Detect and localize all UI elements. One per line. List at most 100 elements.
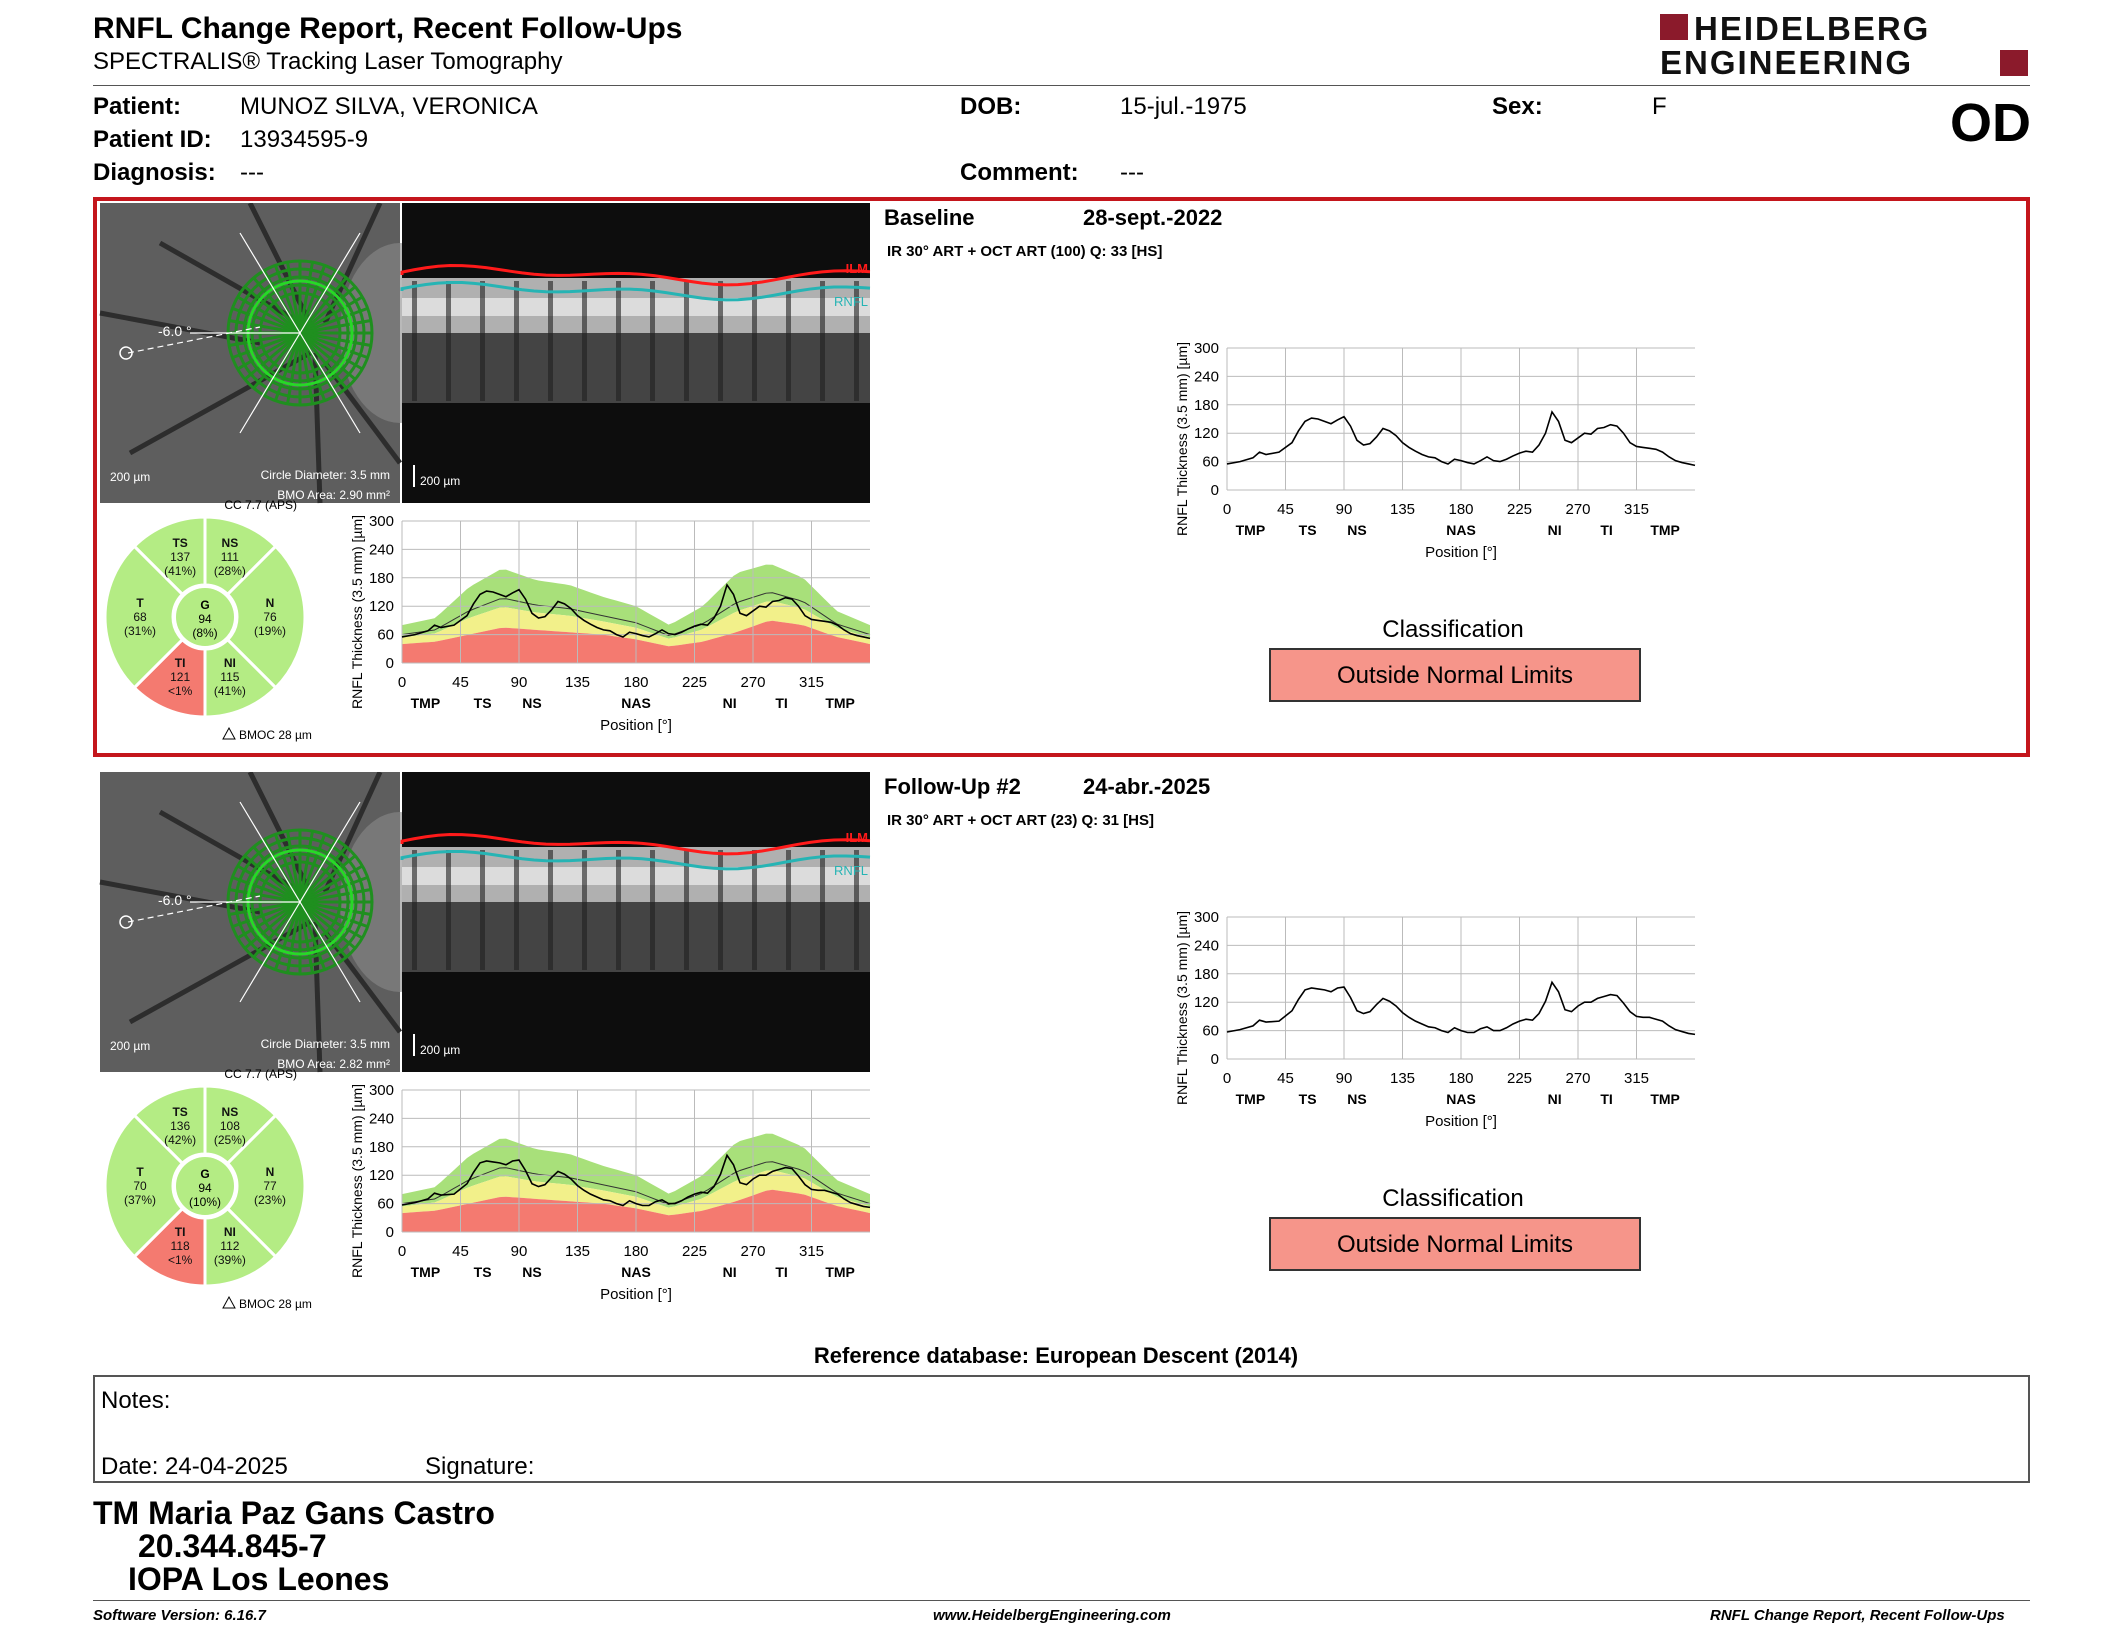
x-axis-label: Position [°]	[1425, 1113, 1497, 1130]
sector-label: TMP	[411, 1264, 441, 1280]
sector-ti	[132, 1206, 207, 1288]
baseline-highlight-frame	[93, 197, 2030, 757]
bmo-area: BMO Area: 2.90 mm²	[277, 488, 390, 502]
x-axis-label: Position [°]	[1425, 544, 1497, 561]
sector-label: TMP	[1650, 522, 1680, 538]
scan-spoke	[273, 264, 302, 334]
sector-name: T	[136, 1165, 144, 1179]
scan-spoke	[298, 332, 348, 390]
fovea-disc-axis	[127, 326, 261, 354]
sector-boundary-line	[299, 801, 361, 903]
sector-boundary-line	[299, 332, 361, 434]
classification-label: Classification	[1382, 616, 1523, 643]
vessel-shadow	[548, 281, 553, 401]
scan-spoke	[299, 331, 357, 381]
sector-value: 112	[220, 1239, 239, 1253]
y-tick-label: 0	[1211, 1051, 1219, 1068]
x-tick-label: 0	[398, 674, 406, 691]
bmoc-triangle-icon	[222, 726, 236, 740]
patient-id-label: Patient ID:	[93, 126, 212, 153]
x-tick-label: 0	[398, 1243, 406, 1260]
y-tick-label: 60	[1202, 454, 1219, 471]
x-tick-label: 180	[1448, 1070, 1473, 1087]
y-tick-label: 300	[369, 513, 394, 530]
scan-spoke	[299, 295, 364, 335]
scan-spoke	[286, 261, 302, 334]
y-axis-label: RNFL Thickness (3.5 mm) [µm]	[1174, 342, 1190, 536]
vessel-shadow	[820, 850, 825, 970]
rpe-band	[402, 298, 870, 316]
heidelberg-logo: HEIDELBERG ENGINEERING	[1660, 12, 2028, 80]
scan-spoke	[299, 285, 357, 335]
sector-value: 68	[133, 610, 147, 624]
notes-box[interactable]: Notes: Date: 24-04-2025 Signature:	[93, 1375, 2030, 1483]
x-tick-label: 270	[1565, 1070, 1590, 1087]
sector-percentile: (19%)	[254, 624, 286, 638]
x-tick-label: 315	[1624, 1070, 1649, 1087]
scan-spoke	[243, 854, 301, 904]
sector-percentile: <1%	[168, 684, 193, 698]
y-tick-label: 300	[369, 1082, 394, 1099]
y-tick-label: 300	[1194, 909, 1219, 926]
diagnosis-label: Diagnosis:	[93, 159, 216, 186]
vessel-shadow	[752, 281, 757, 401]
sector-label: TMP	[1650, 1091, 1680, 1107]
bmoc-value: BMOC 28 µm	[239, 1297, 312, 1311]
x-tick-label: 135	[565, 674, 590, 691]
scan-spoke	[298, 901, 314, 974]
sector-name: T	[136, 596, 144, 610]
sector-value: 94	[198, 1181, 212, 1195]
sector-n	[225, 544, 307, 690]
vessel-shadow	[854, 850, 859, 970]
sector-value: 121	[170, 670, 190, 684]
y-tick-label: 180	[369, 570, 394, 587]
y-axis-label: RNFL Thickness (3.5 mm) [µm]	[349, 1084, 365, 1278]
scan-spoke	[228, 900, 301, 916]
scan-spoke	[286, 901, 302, 974]
scan-spoke	[286, 332, 302, 405]
sector-percentile: (28%)	[214, 564, 246, 578]
classification-result: Outside Normal Limits	[1337, 1231, 1573, 1258]
sector-label: NAS	[1446, 1091, 1476, 1107]
sector-label: TMP	[411, 695, 441, 711]
vessel-shadow	[684, 281, 689, 401]
sector-name: N	[266, 1165, 275, 1179]
sector-label: NS	[1347, 1091, 1366, 1107]
sector-name: NI	[224, 656, 236, 670]
circle-diameter: Circle Diameter: 3.5 mm	[261, 1037, 390, 1051]
x-tick-label: 45	[1277, 501, 1294, 518]
retinal-vessel	[99, 879, 261, 915]
patient-label: Patient:	[93, 93, 182, 120]
sector-label: TI	[775, 1264, 787, 1280]
x-tick-label: 0	[1223, 501, 1231, 518]
sector-value: 76	[263, 610, 277, 624]
thickness-line	[401, 583, 871, 640]
website-link[interactable]: www.HeidelbergEngineering.com	[933, 1607, 1171, 1624]
scan-spoke	[231, 900, 301, 929]
x-tick-label: 90	[511, 1243, 528, 1260]
scan-spoke	[298, 845, 348, 903]
vessel-shadow	[854, 281, 859, 401]
ilm-boundary	[400, 264, 871, 287]
sector-value: 115	[220, 670, 239, 684]
bmoc-value: BMOC 28 µm	[239, 728, 312, 742]
scan-spoke	[273, 332, 302, 402]
sector-label: TS	[474, 695, 492, 711]
comment-label: Comment:	[960, 159, 1079, 186]
x-tick-label: 45	[452, 1243, 469, 1260]
thickness-line	[1226, 410, 1696, 467]
diagnosis-value: ---	[240, 159, 264, 186]
sector-value: 108	[220, 1119, 240, 1133]
dob-label: DOB:	[960, 93, 1022, 120]
scan-date: 28-sept.-2022	[1083, 205, 1222, 230]
scan-spoke	[299, 864, 364, 904]
y-tick-label: 120	[369, 598, 394, 615]
classification-result: Outside Normal Limits	[1337, 662, 1573, 689]
bmoc-triangle-icon	[222, 1295, 236, 1309]
sector-percentile: (8%)	[192, 626, 217, 640]
notes-label: Notes:	[101, 1387, 171, 1414]
vessel-shadow	[718, 281, 723, 401]
bmo-area: BMO Area: 2.82 mm²	[277, 1057, 390, 1071]
